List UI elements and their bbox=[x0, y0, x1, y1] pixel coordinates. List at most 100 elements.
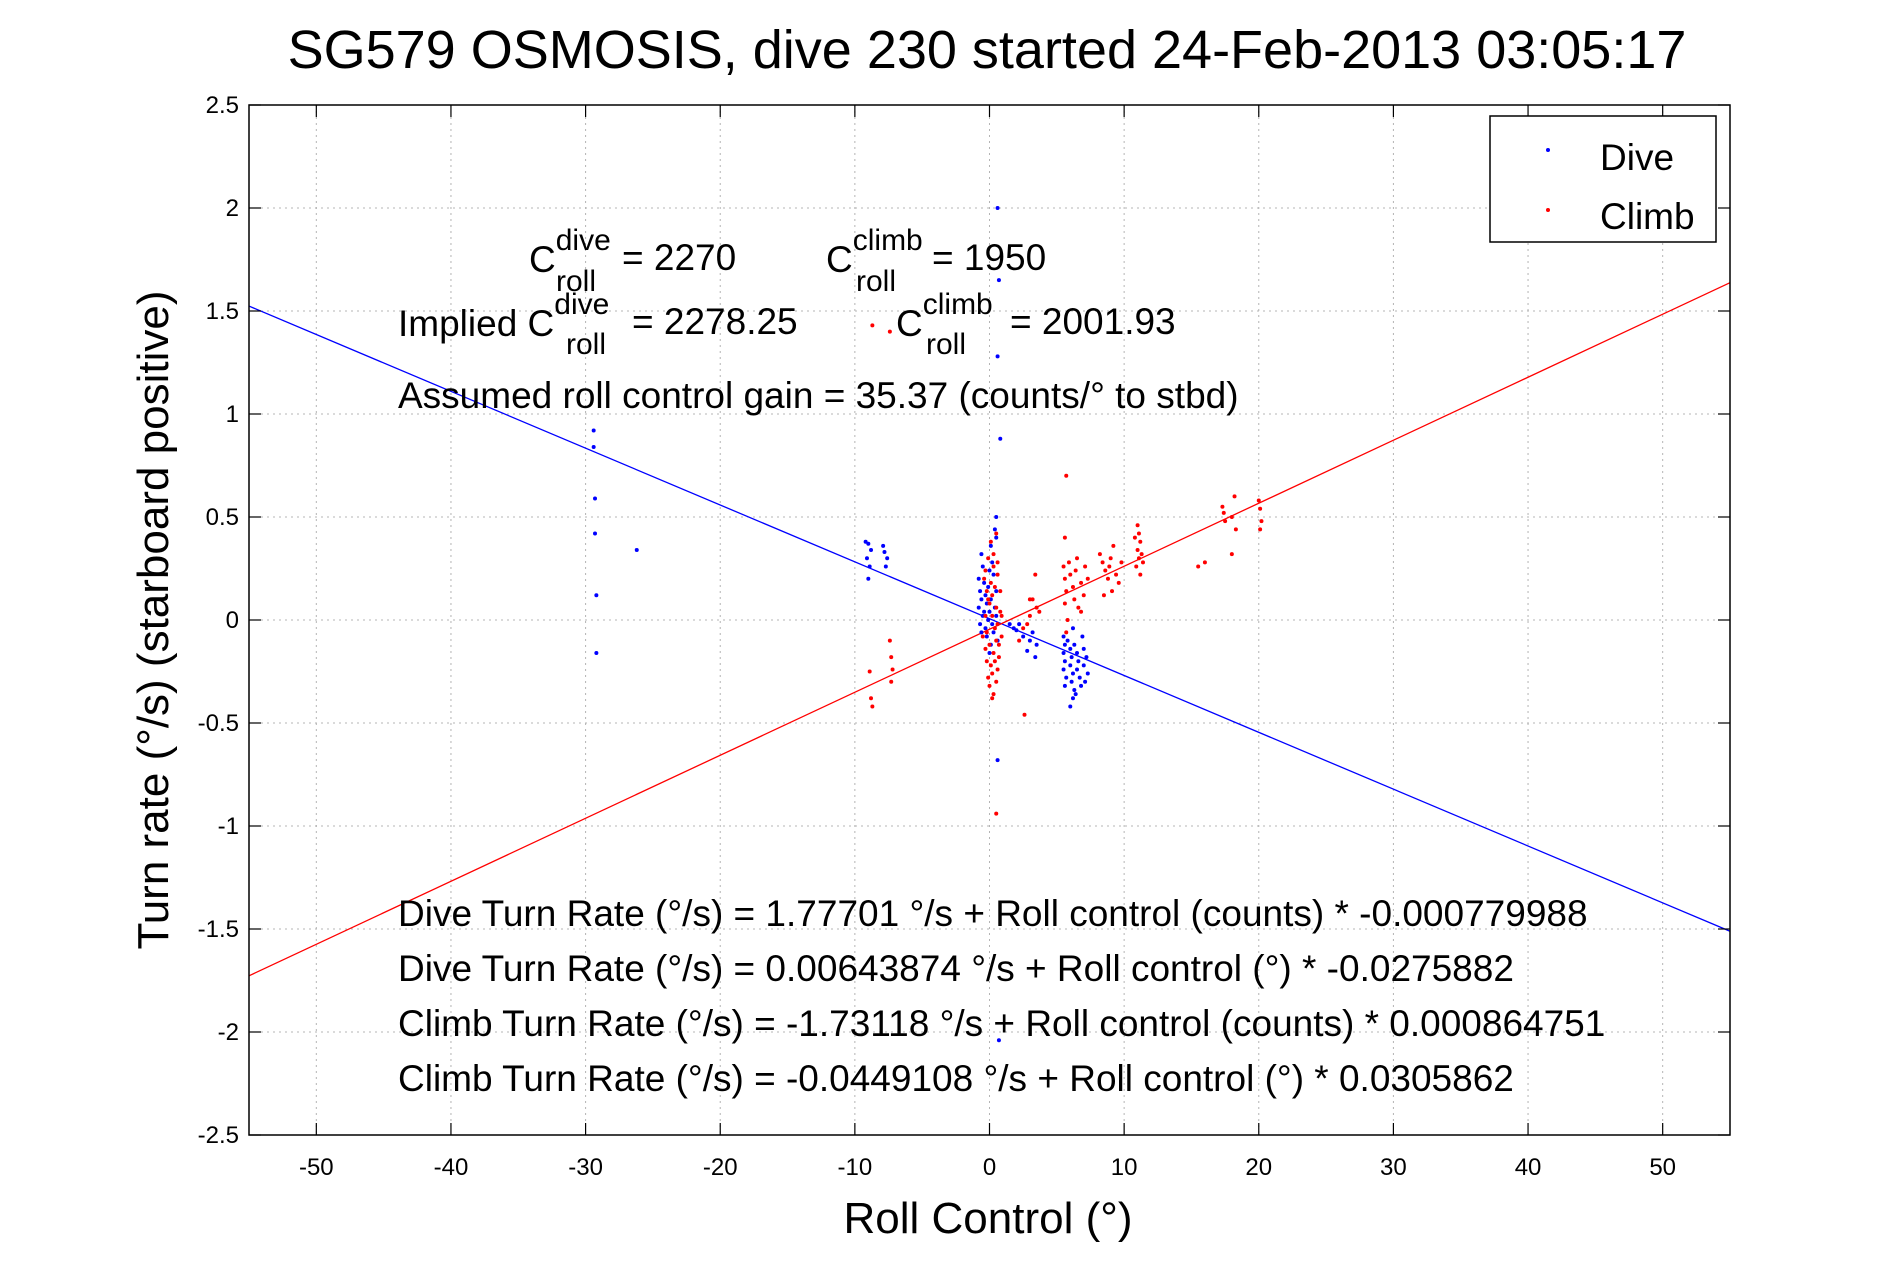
climb-point bbox=[987, 642, 992, 647]
climb-point bbox=[983, 646, 988, 651]
dive-point bbox=[885, 556, 890, 561]
climb-fit-line bbox=[249, 282, 1730, 977]
dive-point bbox=[1068, 663, 1073, 668]
gain-annotation: Assumed roll control gain = 35.37 (count… bbox=[398, 375, 1239, 416]
climb-point bbox=[1085, 576, 1090, 581]
x-tick-label: 0 bbox=[983, 1154, 996, 1181]
dive-point bbox=[996, 278, 1001, 283]
climb-point bbox=[1066, 560, 1071, 565]
dive-point bbox=[994, 613, 999, 618]
climb-point bbox=[887, 329, 892, 334]
climb-point bbox=[988, 663, 993, 668]
dive-point bbox=[1070, 626, 1075, 631]
dive-point bbox=[1085, 671, 1090, 676]
climb-point bbox=[982, 576, 987, 581]
climb-point bbox=[994, 531, 999, 536]
climb-point bbox=[990, 613, 995, 618]
climb-point bbox=[1232, 494, 1237, 499]
legend-label-climb: Climb bbox=[1600, 196, 1695, 237]
dive-point bbox=[1072, 642, 1077, 647]
climb-point bbox=[980, 634, 985, 639]
climb-point bbox=[1062, 576, 1067, 581]
dive-point bbox=[866, 541, 871, 546]
climb-point bbox=[1107, 564, 1112, 569]
climb-point bbox=[1119, 560, 1124, 565]
dive-point bbox=[980, 564, 985, 569]
y-tick-label: -1 bbox=[218, 813, 239, 840]
x-tick-label: -40 bbox=[434, 1154, 469, 1181]
dive-point bbox=[866, 576, 871, 581]
climb-point bbox=[1138, 539, 1143, 544]
dive-point bbox=[1079, 683, 1084, 688]
dive-point bbox=[978, 622, 983, 627]
implied-dive-sup: dive bbox=[554, 288, 609, 321]
dive-point bbox=[594, 650, 599, 655]
climb-point bbox=[1061, 564, 1066, 569]
dive-point bbox=[1061, 650, 1066, 655]
climb-point bbox=[1072, 597, 1077, 602]
dive-point bbox=[987, 609, 992, 614]
dive-point bbox=[976, 576, 981, 581]
dive-point bbox=[591, 428, 596, 433]
legend-marker-dive bbox=[1546, 148, 1550, 152]
dive-point bbox=[987, 650, 992, 655]
dive-point bbox=[1027, 638, 1032, 643]
climb-point bbox=[1135, 523, 1140, 528]
series-climb bbox=[867, 323, 1264, 816]
climb-point bbox=[996, 655, 1001, 660]
dive-point bbox=[1080, 634, 1085, 639]
climb-point bbox=[1110, 589, 1115, 594]
climb-point bbox=[1064, 630, 1069, 635]
c-dive-value: = 2270 bbox=[622, 237, 736, 278]
climb-point bbox=[995, 560, 1000, 565]
dive-point bbox=[593, 531, 598, 536]
x-tick-label: 40 bbox=[1515, 1154, 1542, 1181]
climb-point bbox=[1021, 626, 1026, 631]
series-dive bbox=[591, 206, 1090, 1043]
climb-point bbox=[995, 572, 1000, 577]
dive-point bbox=[982, 609, 987, 614]
legend-box bbox=[1489, 115, 1717, 243]
climb-point bbox=[1256, 498, 1261, 503]
dive-point bbox=[1084, 655, 1089, 660]
y-axis-label: Turn rate (°/s) (starboard positive) bbox=[129, 290, 178, 949]
legend: Dive Climb bbox=[1489, 115, 1717, 243]
dive-point bbox=[1075, 650, 1080, 655]
climb-point bbox=[1196, 564, 1201, 569]
climb-point bbox=[991, 692, 996, 697]
dive-point bbox=[982, 580, 987, 585]
climb-point bbox=[1027, 597, 1032, 602]
climb-point bbox=[1114, 572, 1119, 577]
climb-point bbox=[870, 323, 875, 328]
c-climb-sup: climb bbox=[853, 224, 923, 257]
y-tick-label: -0.5 bbox=[198, 710, 239, 737]
dive-point bbox=[991, 630, 996, 635]
equation-climb-counts: Climb Turn Rate (°/s) = -1.73118 °/s + R… bbox=[398, 1003, 1605, 1044]
climb-point bbox=[999, 634, 1004, 639]
dive-point bbox=[988, 543, 993, 548]
climb-point bbox=[996, 642, 1001, 647]
c-dive-sub: roll bbox=[556, 265, 596, 298]
climb-point bbox=[870, 704, 875, 709]
c-climb-prefix: C bbox=[826, 239, 853, 280]
dive-point bbox=[591, 444, 596, 449]
dive-point bbox=[1033, 655, 1038, 660]
dive-point bbox=[983, 593, 988, 598]
dive-point bbox=[1061, 667, 1066, 672]
equation-dive-counts: Dive Turn Rate (°/s) = 1.77701 °/s + Rol… bbox=[398, 893, 1588, 934]
y-tick-label: 2 bbox=[226, 195, 239, 222]
implied-climb-annotation: Cclimb bbox=[896, 288, 993, 344]
c-climb-value: = 1950 bbox=[932, 237, 1046, 278]
dive-point bbox=[979, 630, 984, 635]
climb-point bbox=[1202, 560, 1207, 565]
climb-point bbox=[999, 613, 1004, 618]
dive-point bbox=[995, 206, 1000, 210]
dive-point bbox=[987, 568, 992, 573]
legend-label-dive: Dive bbox=[1600, 137, 1674, 178]
dive-point bbox=[1064, 675, 1069, 680]
dive-point bbox=[976, 605, 981, 610]
climb-point bbox=[991, 650, 996, 655]
dive-point bbox=[979, 597, 984, 602]
dive-point bbox=[1069, 655, 1074, 660]
x-tick-label: 50 bbox=[1649, 1154, 1676, 1181]
